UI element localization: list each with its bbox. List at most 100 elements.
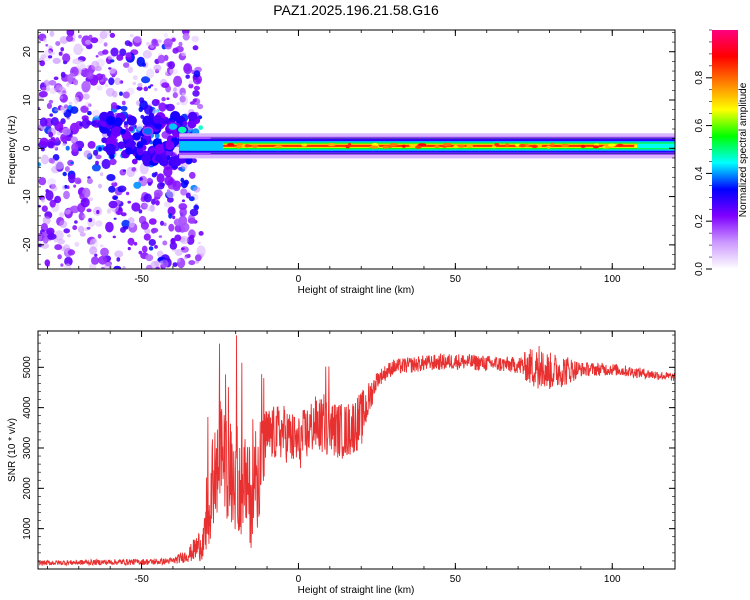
heatmap-speckle — [168, 61, 175, 70]
heatmap-speckle — [112, 196, 118, 200]
heatmap-speckle — [96, 85, 103, 91]
heatmap-bead — [546, 145, 551, 149]
y-tick-label: 5000 — [22, 356, 33, 379]
spectrogram-frame — [37, 29, 676, 270]
heatmap-bead — [301, 143, 308, 147]
heatmap-speckle — [112, 235, 117, 239]
heatmap-speckle — [52, 154, 60, 161]
heatmap-speckle — [143, 233, 151, 241]
heatmap-speckle — [70, 136, 78, 143]
heatmap-blob — [165, 140, 175, 150]
heatmap-speckle — [109, 32, 116, 38]
heatmap-speckle — [105, 83, 109, 88]
colorbar-label: Normalized spectral amplitude — [738, 82, 749, 217]
heatmap-speckle — [93, 238, 97, 243]
heatmap-blob — [125, 147, 133, 155]
heatmap-speckle — [127, 66, 134, 74]
heatmap-speckle — [148, 85, 151, 89]
heatmap-bead — [494, 143, 500, 147]
heatmap-blob — [109, 153, 115, 159]
heatmap-speckle — [62, 90, 66, 94]
heatmap-speckle — [156, 173, 165, 184]
heatmap-speckle — [172, 165, 178, 170]
heatmap-speckle — [173, 87, 177, 92]
heatmap-speckle — [174, 234, 182, 242]
heatmap-speckle — [108, 77, 115, 86]
heatmap-speckle — [66, 83, 70, 87]
heatmap-speckle — [114, 250, 124, 258]
heatmap-speckle — [41, 205, 48, 212]
heatmap-speckle — [66, 35, 74, 42]
heatmap-speckle — [155, 99, 160, 104]
heatmap-speckle — [54, 195, 62, 204]
heatmap-bead — [415, 145, 422, 149]
heatmap-speckle — [176, 102, 180, 105]
heatmap-speckle — [131, 202, 141, 212]
heatmap-speckle — [80, 197, 90, 208]
heatmap-speckle — [86, 178, 93, 184]
heatmap-speckle — [122, 266, 126, 269]
heatmap-speckle — [67, 73, 74, 82]
heatmap-speckle — [175, 249, 183, 256]
heatmap-speckle — [74, 177, 82, 185]
heatmap-bead — [617, 143, 624, 147]
heatmap-speckle — [142, 203, 149, 209]
colorbar-tick-label: 0.2 — [694, 214, 705, 228]
heatmap-speckle — [171, 37, 176, 42]
heatmap-bead — [609, 143, 616, 147]
heatmap-speckle — [172, 47, 179, 54]
heatmap-speckle — [127, 246, 131, 251]
heatmap-speckle — [163, 222, 167, 227]
heatmap-blob — [160, 158, 169, 167]
heatmap-speckle — [71, 143, 79, 153]
heatmap-bead — [560, 143, 570, 147]
heatmap-speckle — [95, 73, 104, 81]
heatmap-speckle — [133, 181, 142, 189]
heatmap-speckle — [114, 77, 121, 86]
heatmap-speckle — [100, 247, 109, 257]
heatmap-speckle — [168, 213, 173, 219]
heatmap-speckle — [103, 42, 108, 47]
heatmap-speckle — [172, 215, 176, 220]
heatmap-speckle — [57, 254, 62, 260]
heatmap-speckle — [38, 177, 47, 186]
heatmap-knot — [142, 126, 154, 137]
heatmap-speckle — [38, 106, 41, 110]
heatmap-speckle — [47, 141, 56, 149]
heatmap-speckle — [132, 75, 138, 81]
heatmap-speckle — [185, 74, 190, 79]
heatmap-speckle — [47, 178, 56, 186]
heatmap-speckle — [139, 97, 145, 103]
heatmap-speckle — [39, 137, 49, 146]
heatmap-speckle — [170, 237, 176, 243]
x-tick-label: 50 — [450, 574, 462, 585]
heatmap-blob — [149, 148, 155, 154]
heatmap-speckle — [86, 71, 94, 80]
heatmap-speckle — [48, 80, 57, 86]
heatmap-speckle — [49, 113, 53, 117]
heatmap-speckle — [143, 86, 149, 92]
heatmap-speckle — [151, 38, 158, 46]
heatmap-speckle — [105, 87, 115, 97]
heatmap-speckle — [151, 198, 156, 205]
heatmap-speckle — [191, 35, 199, 43]
heatmap-bead — [592, 145, 600, 149]
heatmap-speckle — [156, 250, 164, 258]
heatmap-speckle — [181, 247, 185, 250]
heatmap-speckle — [145, 264, 153, 269]
snr-frame — [37, 330, 676, 570]
heatmap-speckle — [57, 238, 66, 245]
spectrogram-ylabel: Frequency (Hz) — [7, 116, 18, 185]
heatmap-speckle — [63, 244, 71, 253]
heatmap-speckle — [136, 86, 143, 91]
heatmap-knot — [167, 121, 179, 132]
heatmap-bead — [418, 143, 427, 147]
heatmap-speckle — [59, 220, 68, 229]
heatmap-speckle — [154, 171, 158, 176]
heatmap-speckle — [95, 160, 99, 166]
heatmap-bead — [458, 144, 465, 148]
heatmap-blob — [158, 118, 166, 125]
heatmap-speckle — [73, 96, 80, 104]
heatmap-speckle — [74, 241, 80, 247]
heatmap-speckle — [144, 104, 153, 115]
